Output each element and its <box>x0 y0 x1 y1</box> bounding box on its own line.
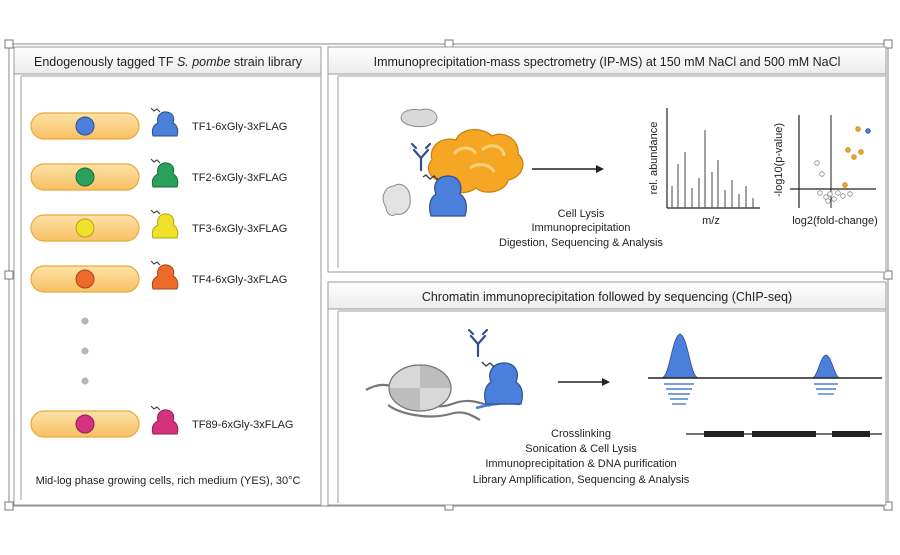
strain-row: TF2-6xGly-3xFLAG <box>30 158 287 191</box>
resize-handle[interactable] <box>4 501 14 511</box>
ellipsis-dots <box>81 317 89 385</box>
arrow-icon <box>596 165 604 173</box>
tagged-tf-icon <box>150 405 179 435</box>
resize-handle[interactable] <box>883 501 893 511</box>
volcano-y-label: -log10(p-value) <box>773 123 785 197</box>
volcano-plot: -log10(p-value) log2(fold-change) <box>773 115 878 227</box>
tagged-tf-icon <box>150 107 179 137</box>
strain-library-panel: Endogenously tagged TF S. pombe strain l… <box>13 46 322 506</box>
chipseq-title: Chromatin immunoprecipitation followed b… <box>422 290 792 304</box>
volcano-x-label: log2(fold-change) <box>792 215 878 227</box>
resize-handle[interactable] <box>4 39 14 49</box>
strain-label: TF1-6xGly-3xFLAG <box>192 121 287 133</box>
ipms-panel: Immunoprecipitation-mass spectrometry (I… <box>327 46 887 273</box>
tagged-tf-icon <box>484 362 523 405</box>
strain-row: TF1-6xGly-3xFLAG <box>30 107 287 140</box>
resize-handle[interactable] <box>4 270 14 280</box>
strain-label: TF4-6xGly-3xFLAG <box>192 274 287 286</box>
ipms-step: Digestion, Sequencing & Analysis <box>499 237 663 249</box>
nucleus-icon <box>75 218 95 238</box>
chip-step: Crosslinking <box>551 428 611 440</box>
resize-handle[interactable] <box>883 39 893 49</box>
spectrum-x-label: m/z <box>702 215 720 227</box>
nucleus-icon <box>75 414 95 434</box>
spectrum-y-label: rel. abundance <box>648 122 660 195</box>
protein-complex-illustration <box>382 108 524 217</box>
volcano-points <box>814 126 871 204</box>
nucleus-icon <box>75 167 95 187</box>
resize-handle[interactable] <box>883 270 893 280</box>
mass-spectrum-plot: rel. abundance m/z <box>648 108 760 227</box>
left-panel-title: Endogenously tagged TF S. pombe strain l… <box>34 55 303 69</box>
nucleus-icon <box>75 116 95 136</box>
tagged-tf-icon <box>150 158 179 188</box>
tagged-tf-icon <box>150 209 179 239</box>
ipms-step: Cell Lysis <box>558 208 605 220</box>
sequencing-reads <box>664 383 838 405</box>
nucleosome-icon <box>388 364 452 412</box>
strain-row: TF89-6xGly-3xFLAG <box>30 405 293 438</box>
strain-row: TF3-6xGly-3xFLAG <box>30 209 287 242</box>
chip-peak-track <box>648 333 882 405</box>
gene-annotation-track <box>686 431 882 437</box>
chip-step: Sonication & Cell Lysis <box>525 443 637 455</box>
chip-step: Immunoprecipitation & DNA purification <box>485 458 676 470</box>
chromatin-illustration <box>365 328 523 421</box>
strain-label: TF89-6xGly-3xFLAG <box>192 419 293 431</box>
antibody-icon <box>467 328 489 358</box>
tagged-tf-icon <box>150 260 179 290</box>
strain-list: TF1-6xGly-3xFLAG TF2-6xGly-3xFLAG TF3-6x <box>30 107 293 438</box>
ipms-step: Immunoprecipitation <box>531 222 630 234</box>
spectrum-peaks <box>671 130 754 208</box>
antibody-icon <box>410 142 432 172</box>
ipms-title: Immunoprecipitation-mass spectrometry (I… <box>374 55 841 69</box>
nucleus-icon <box>75 269 95 289</box>
strain-label: TF2-6xGly-3xFLAG <box>192 172 287 184</box>
chip-step: Library Amplification, Sequencing & Anal… <box>473 474 690 486</box>
strain-label: TF3-6xGly-3xFLAG <box>192 223 287 235</box>
arrow-icon <box>602 378 610 386</box>
growth-conditions: Mid-log phase growing cells, rich medium… <box>36 475 301 487</box>
tagged-tf-icon <box>429 175 467 217</box>
chipseq-panel: Chromatin immunoprecipitation followed b… <box>327 281 887 506</box>
strain-row: TF4-6xGly-3xFLAG <box>30 260 287 293</box>
